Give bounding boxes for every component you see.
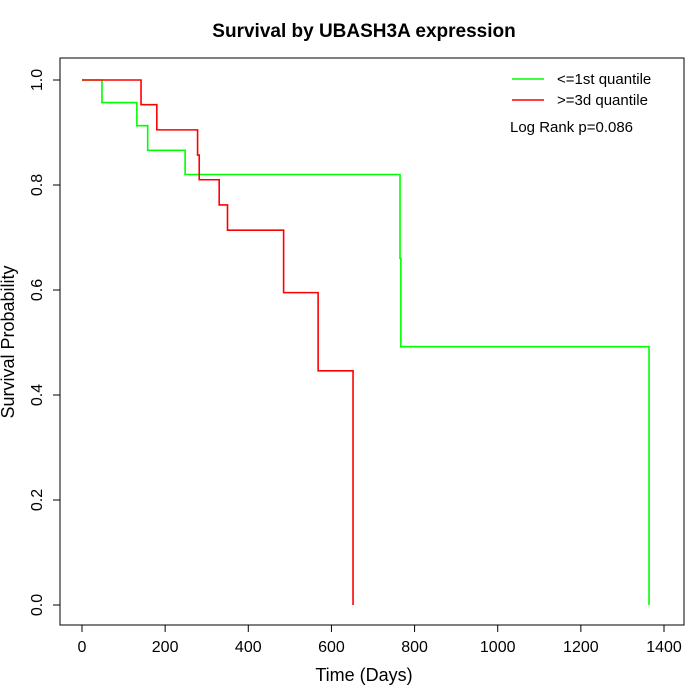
x-tick-label: 1400	[646, 639, 682, 656]
y-tick-label: 0.8	[29, 174, 46, 196]
legend-label-low: <=1st quantile	[557, 71, 651, 88]
x-axis-title: Time (Days)	[315, 665, 412, 685]
log-rank-annotation: Log Rank p=0.086	[510, 119, 633, 136]
y-tick-label: 0.4	[29, 384, 46, 406]
x-tick-label: 400	[235, 639, 262, 656]
curve-high-quantile	[82, 79, 354, 605]
y-axis-title: Survival Probability	[0, 265, 18, 418]
x-tick-label: 0	[78, 639, 87, 656]
y-tick-label: 1.0	[29, 69, 46, 91]
x-tick-label: 800	[401, 639, 428, 656]
legend: <=1st quantile >=3d quantile Log Rank p=…	[510, 71, 651, 136]
survival-curves	[82, 79, 650, 605]
y-tick-label: 0.6	[29, 279, 46, 301]
x-tick-label: 200	[152, 639, 179, 656]
y-tick-label: 0.0	[29, 594, 46, 616]
x-axis: 0 200 400 600 800 1000 1200 1400	[78, 624, 682, 656]
x-tick-label: 1000	[480, 639, 516, 656]
plot-frame	[59, 57, 685, 626]
legend-label-high: >=3d quantile	[557, 92, 648, 109]
y-tick-label: 0.2	[29, 489, 46, 511]
chart-title: Survival by UBASH3A expression	[212, 21, 515, 42]
x-tick-label: 600	[318, 639, 345, 656]
curve-low-quantile	[82, 79, 650, 605]
y-axis: 0.0 0.2 0.4 0.6 0.8 1.0	[29, 69, 61, 616]
x-tick-label: 1200	[563, 639, 599, 656]
